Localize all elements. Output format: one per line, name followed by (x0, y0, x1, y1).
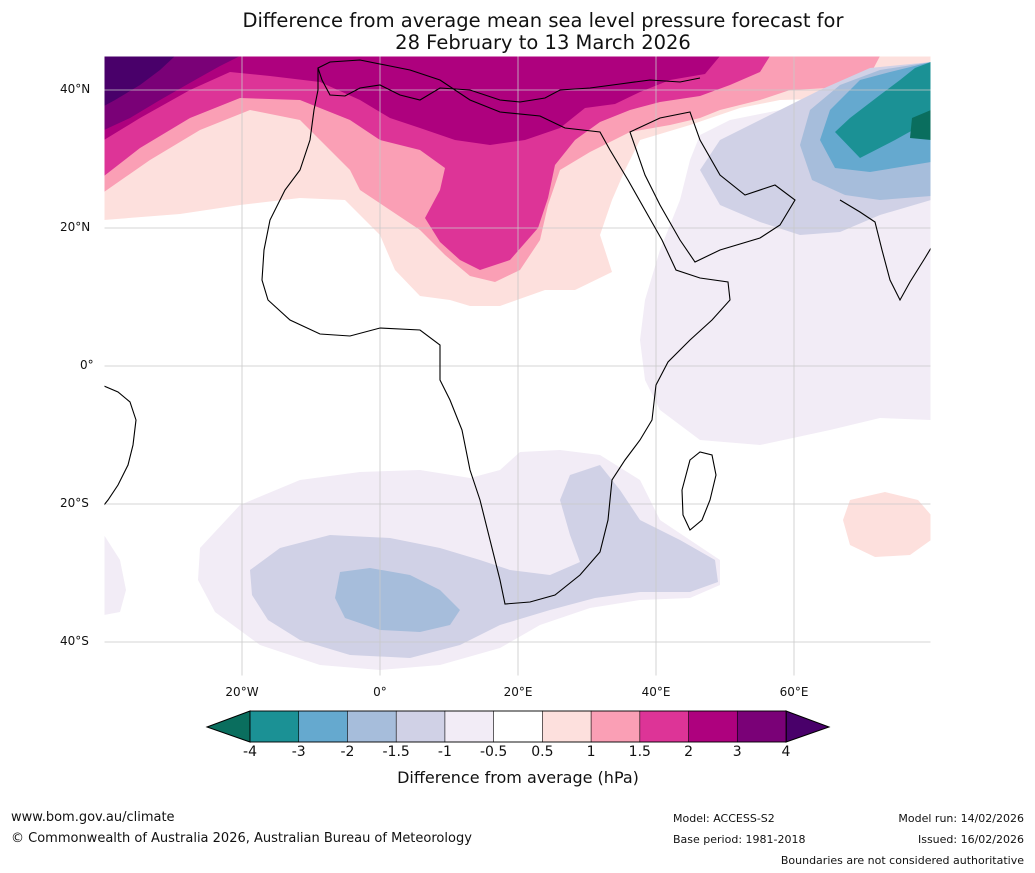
colorbar-cell (590, 710, 641, 743)
gridlines (104, 56, 931, 676)
coastlines (104, 59, 931, 605)
colorbar-cells (249, 710, 787, 743)
south-america-coastline (104, 385, 137, 506)
footer-disclaimer: Boundaries are not considered authoritat… (780, 854, 1024, 867)
colorbar-tick-label: -0.5 (479, 744, 508, 760)
footer-base-period: Base period: 1981-2018 (673, 833, 806, 846)
lat-label-40s: 40°S (60, 634, 89, 648)
anomaly-band-neg-3-4-east (835, 62, 931, 158)
colorbar-tick-label: -1.5 (382, 744, 410, 760)
anomaly-band-neg-1.5-2-south (335, 568, 460, 632)
colorbar-tick-label: -1 (437, 744, 452, 760)
anomaly-band-0.5-1-southeast (843, 492, 931, 557)
colorbar-tick-label: 2 (684, 744, 693, 760)
colorbar-cell (249, 710, 300, 743)
madagascar-coastline (681, 451, 717, 531)
anomaly-band-neg-0.5-1-west (104, 535, 126, 615)
colorbar-tick-label: 0.5 (531, 744, 554, 760)
colorbar-tick-label: -2 (340, 744, 355, 760)
anomaly-band-gt-4 (104, 56, 175, 106)
colorbar-tick-label: 3 (732, 744, 742, 760)
title-line-2: 28 February to 13 March 2026 (395, 31, 691, 54)
colorbar-cell (542, 710, 592, 743)
lat-label-20n: 20°N (60, 220, 91, 234)
anomaly-band-2-3 (104, 56, 720, 145)
title-line-1: Difference from average mean sea level p… (242, 9, 844, 32)
colorbar-cell (395, 710, 446, 743)
footer-model: Model: ACCESS-S2 (673, 812, 775, 825)
colorbar-cell (688, 710, 739, 743)
footer-model-run: Model run: 14/02/2026 (898, 812, 1024, 825)
map-frame (103, 55, 932, 677)
colorbar-tick-label: -3 (291, 744, 306, 760)
colorbar-tick-label: 4 (781, 744, 791, 760)
colorbar-cell (639, 710, 690, 743)
colorbar-over-arrow (785, 710, 831, 743)
europe-coastline (317, 67, 701, 103)
colorbar-cell (298, 710, 349, 743)
footer-copyright: © Commonwealth of Australia 2026, Austra… (11, 831, 472, 846)
lat-label-20s: 20°S (60, 496, 89, 510)
colorbar-label: Difference from average (hPa) (397, 768, 639, 787)
colorbar-cell (736, 710, 787, 743)
india-coastline (839, 199, 931, 302)
colorbar-cell (347, 710, 397, 743)
arabia-coastline (629, 111, 796, 263)
colorbar-cell (444, 710, 495, 743)
anomaly-band-lt-4-east (910, 110, 931, 140)
africa-coastline (261, 59, 731, 605)
lon-label-20w: 20°W (225, 685, 259, 699)
lon-label-40e: 40°E (641, 685, 671, 699)
colorbar-tick-label: -4 (243, 744, 257, 760)
lat-label-40n: 40°N (60, 82, 91, 96)
anomaly-band-1.5-2 (104, 56, 770, 270)
colorbar-outline (249, 710, 787, 743)
lon-label-0: 0° (373, 685, 387, 699)
colorbar-cell (493, 710, 544, 743)
footer-issued: Issued: 16/02/2026 (917, 833, 1024, 846)
map-title: Difference from average mean sea level p… (0, 10, 1035, 54)
colorbar (205, 710, 831, 743)
map-area (104, 56, 931, 676)
lon-label-60e: 60°E (779, 685, 809, 699)
lon-label-20e: 20°E (503, 685, 533, 699)
lat-label-equator: 0° (80, 358, 94, 372)
colorbar-under-arrow (205, 710, 251, 743)
colorbar-tick-label: 1.5 (628, 744, 651, 760)
colorbar-tick-label: 1 (586, 744, 596, 760)
footer-website: www.bom.gov.au/climate (11, 810, 175, 825)
